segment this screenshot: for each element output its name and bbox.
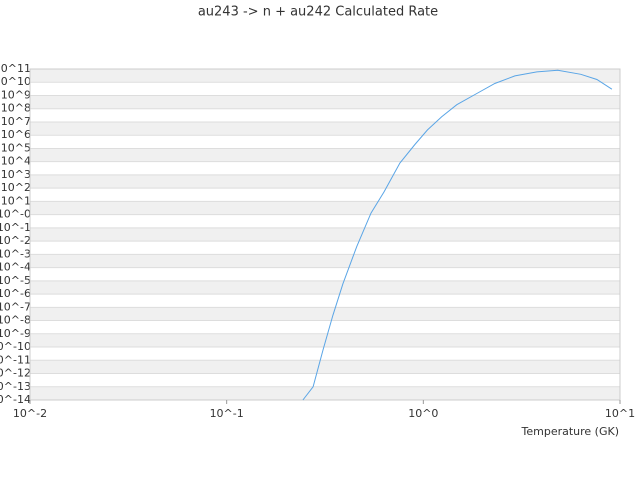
chart-title: au243 -> n + au242 Calculated Rate [198, 5, 438, 20]
bands [30, 69, 620, 400]
grid-band [30, 254, 620, 268]
grid-band [30, 121, 620, 136]
y-tick-label: 10^3 [1, 168, 31, 181]
grid-band [30, 227, 620, 242]
y-tick-label: 10^-12 [0, 367, 31, 380]
y-tick-label: 10^5 [1, 141, 31, 154]
plot-frame [29, 68, 621, 401]
x-tick-label: 10^0 [408, 407, 438, 420]
grid-band [30, 307, 620, 321]
x-tick-label: 10^-1 [210, 407, 244, 420]
x-tick-label: 10^-2 [13, 407, 47, 420]
grid-band [30, 333, 620, 348]
grid-band [30, 360, 620, 374]
y-tick-label: 10^10 [0, 75, 31, 88]
y-tick-label: 10^6 [1, 128, 31, 141]
y-tick-label: 10^-9 [0, 327, 31, 340]
y-tick-label: 10^9 [1, 88, 31, 101]
grid-band [30, 174, 620, 189]
x-axis-label: Temperature (GK) [521, 425, 620, 438]
y-tick-label: 10^-1 [0, 221, 31, 234]
y-tick-label: 10^-3 [0, 247, 31, 260]
y-tick-label: 10^4 [1, 155, 31, 168]
y-tick-label: 10^-11 [0, 353, 31, 366]
y-tick-label: 10^-8 [0, 314, 31, 327]
grid-band [30, 69, 620, 83]
grid-band [30, 280, 620, 295]
grid-band [30, 148, 620, 162]
y-tick-label: 10^1 [1, 194, 31, 207]
grid-band [30, 386, 620, 400]
x-tick-label: 10^1 [605, 407, 635, 420]
grid-band [30, 201, 620, 215]
y-tick-label: 10^8 [1, 102, 31, 115]
y-tick-label: 10^-10 [0, 340, 31, 353]
y-tick-label: 10^-14 [0, 393, 31, 406]
y-tick-label: 10^-13 [0, 380, 31, 393]
grid-band [30, 95, 620, 109]
y-tick-label: 10^-7 [0, 300, 31, 313]
y-tick-label: 10^-2 [0, 234, 31, 247]
y-tick-label: 10^-4 [0, 261, 31, 274]
y-tick-label: 10^2 [1, 181, 31, 194]
y-tick-label: 10^-5 [0, 274, 31, 287]
data-line [302, 69, 613, 401]
y-tick-label: 10^-6 [0, 287, 31, 300]
y-tick-label: 10^-0 [0, 208, 31, 221]
y-tick-label: 10^11 [0, 62, 31, 75]
y-tick-label: 10^7 [1, 115, 31, 128]
